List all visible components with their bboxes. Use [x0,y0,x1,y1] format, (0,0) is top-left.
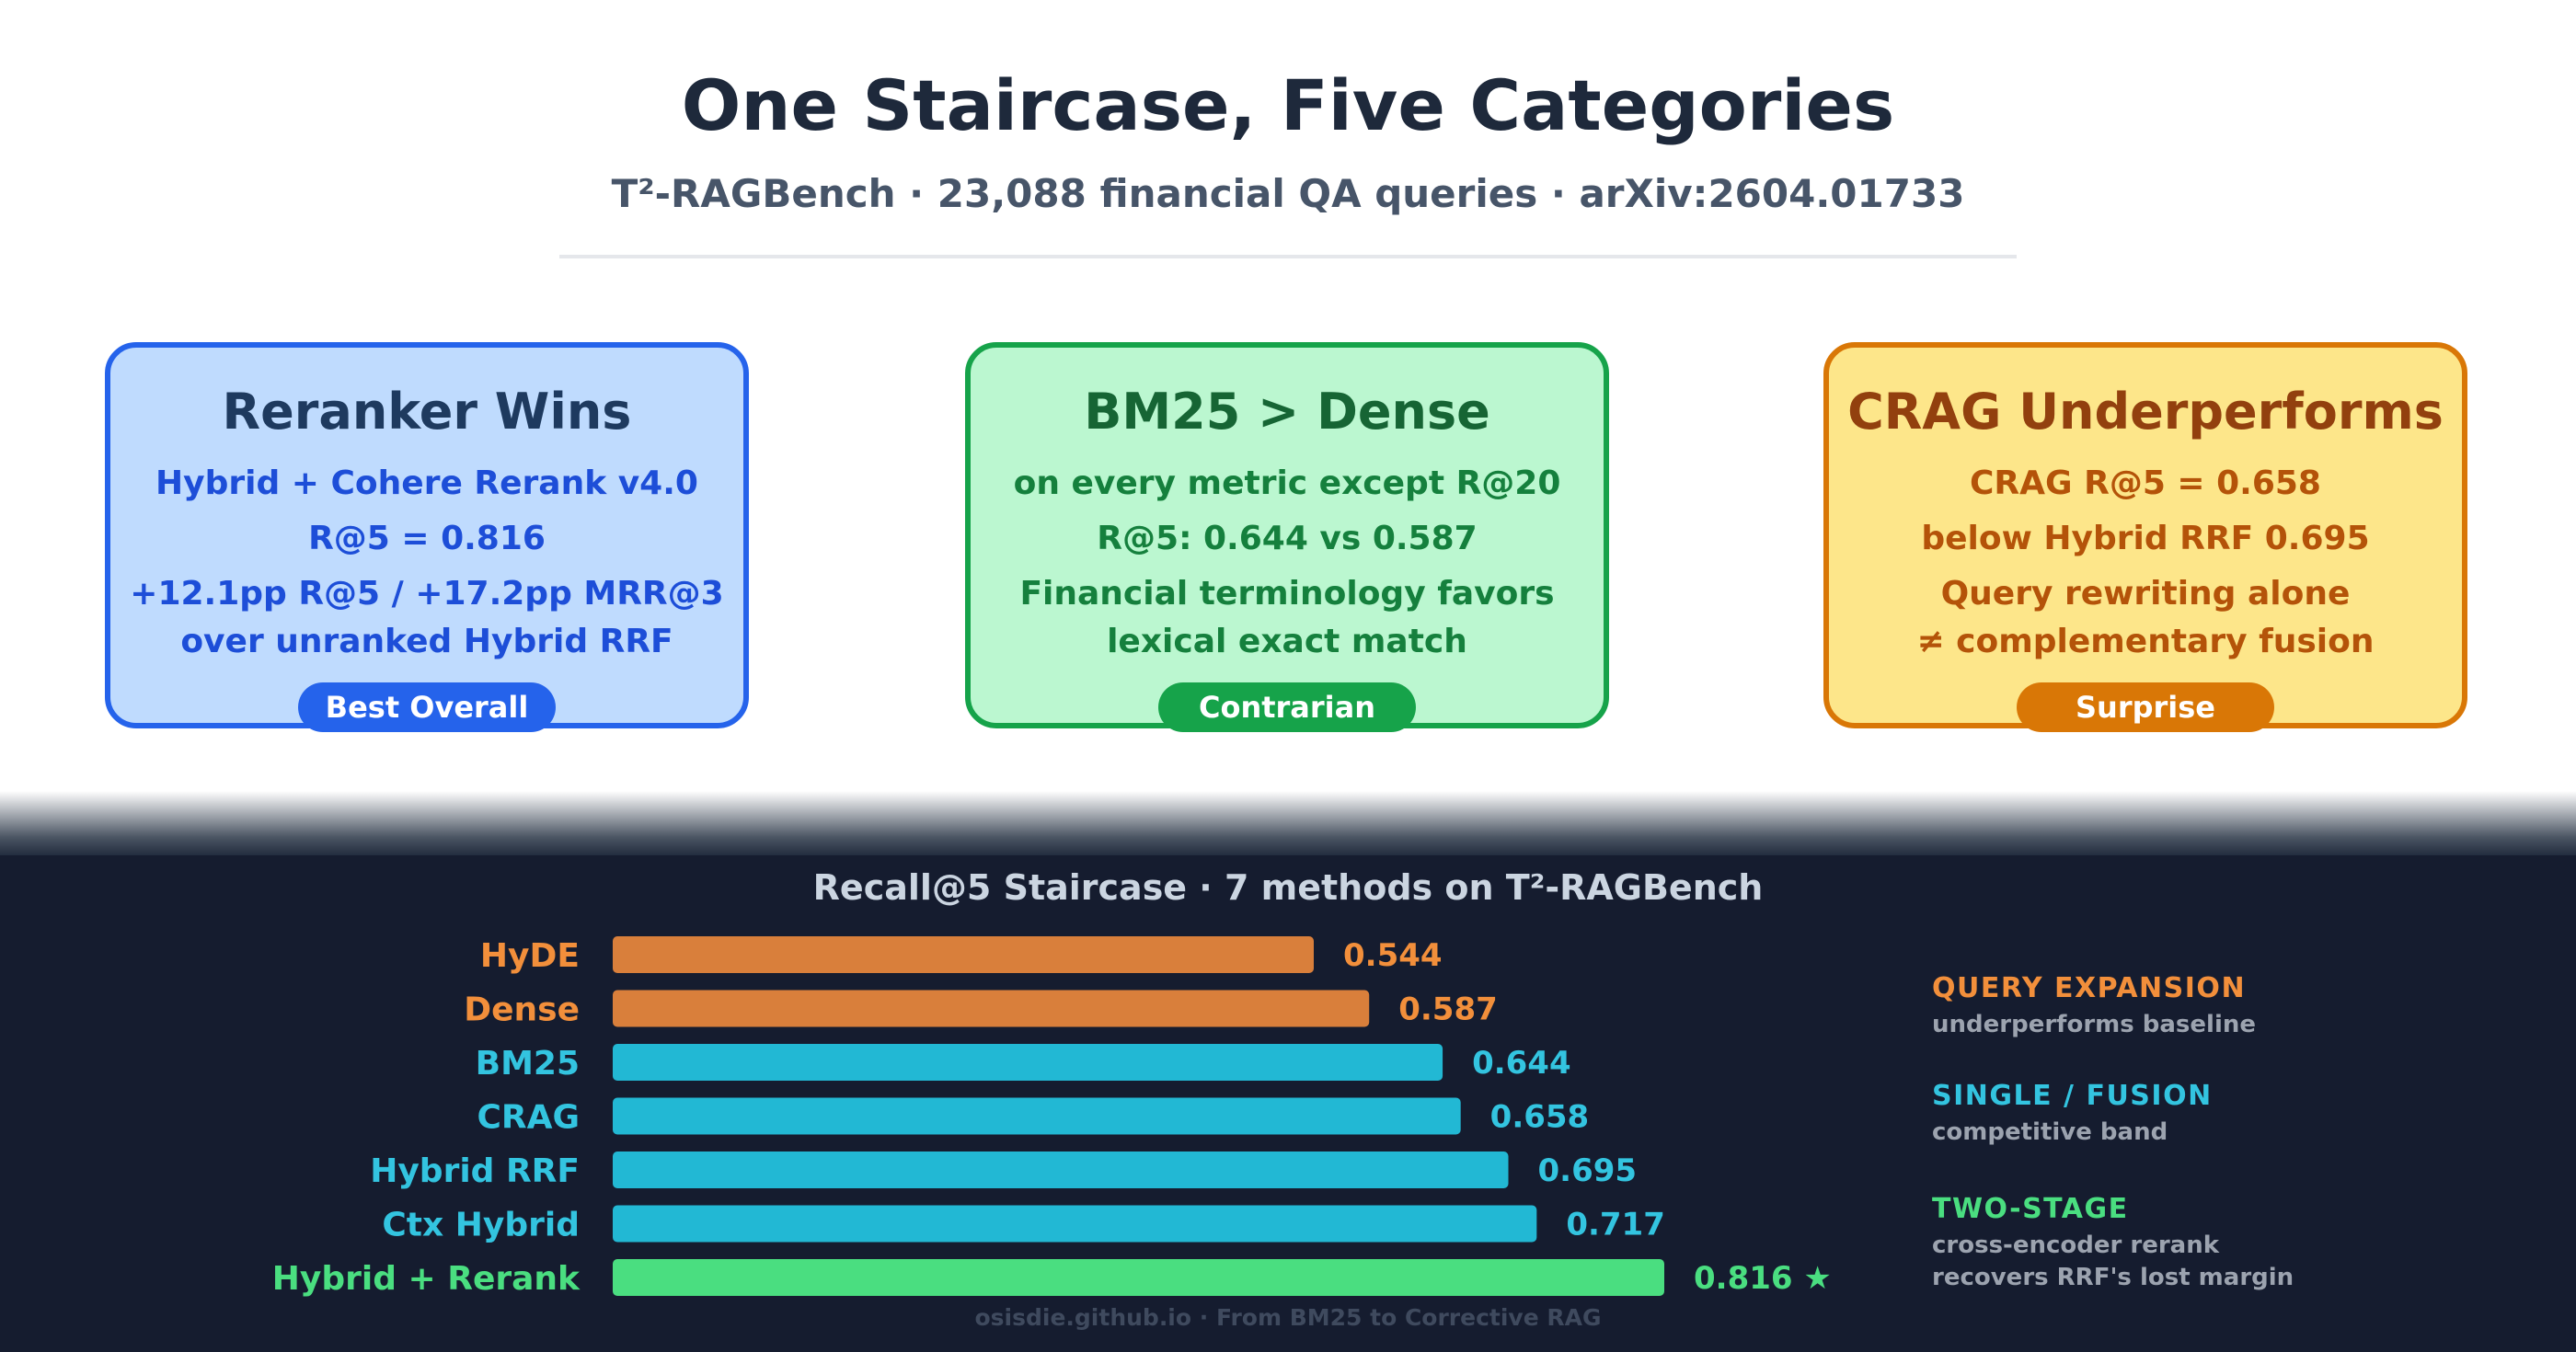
section-fade [0,791,2576,857]
bar [613,1259,1664,1296]
bar [613,1044,1443,1081]
bar-value-label: 0.587 [1398,991,1498,1028]
card-crag-underperforms: CRAG Underperforms CRAG R@5 = 0.658 belo… [1823,342,2467,732]
bar [613,1205,1537,1243]
card-reranker-wins: Reranker Wins Hybrid + Cohere Rerank v4.… [105,342,749,732]
card-title: BM25 > Dense [1084,383,1490,441]
bar-category-label: Ctx Hybrid [382,1207,580,1244]
bar-value-label: 0.816 ★ [1694,1260,1832,1297]
card-line: CRAG R@5 = 0.658 [1970,464,2321,502]
bar-category-label: HyDE [480,937,580,975]
bar-category-label: BM25 [476,1045,580,1083]
footer-credit: osisdie.github.io · From BM25 to Correct… [974,1304,1602,1331]
legend-description: cross-encoder rerank [1932,1232,2220,1259]
card-bm25-vs-dense: BM25 > Dense on every metric except R@20… [965,342,1609,732]
page-subtitle: T²-RAGBench · 23,088 financial QA querie… [611,171,1965,216]
page-title: One Staircase, Five Categories [681,64,1895,146]
card-line: +12.1pp R@5 / +17.2pp MRR@3 [130,575,724,613]
card-line: on every metric except R@20 [1013,464,1561,502]
bar [613,1097,1461,1135]
card-line: Financial terminology favors [1019,575,1555,613]
summary-section: One Staircase, Five Categories T²-RAGBen… [105,64,2467,732]
card-line: R@5 = 0.816 [308,520,546,557]
legend-description: underperforms baseline [1932,1011,2256,1038]
bar-value-label: 0.644 [1472,1045,1571,1082]
header-divider [559,255,2017,258]
bar-value-label: 0.544 [1343,937,1443,974]
card-line: Hybrid + Cohere Rerank v4.0 [155,464,698,502]
card-line: R@5: 0.644 vs 0.587 [1097,520,1478,557]
bar-category-label: CRAG [477,1099,580,1137]
legend-heading: SINGLE / FUSION [1932,1080,2213,1112]
legend-heading: QUERY EXPANSION [1932,972,2246,1004]
contrarian-badge: Contrarian [1158,682,1416,732]
best-overall-badge: Best Overall [298,682,556,732]
card-line: Query rewriting alone [1940,575,2351,613]
chart-section: Recall@5 Staircase · 7 methods on T²-RAG… [0,855,2576,1352]
bar [613,936,1314,973]
card-line: ≠ complementary fusion [1916,623,2375,660]
bar [613,990,1370,1027]
card-line: lexical exact match [1107,623,1467,660]
bar-value-label: 0.717 [1566,1207,1665,1243]
legend-description: competitive band [1932,1118,2168,1146]
legend-heading: TWO-STAGE [1932,1193,2129,1225]
card-line: over unranked Hybrid RRF [180,623,673,660]
legend-description: recovers RRF's lost margin [1932,1264,2294,1291]
card-line: below Hybrid RRF 0.695 [1921,520,2370,557]
surprise-badge: Surprise [2017,682,2274,732]
recall-staircase-chart: Recall@5 Staircase · 7 methods on T²-RAG… [272,867,2294,1298]
bar-category-label: Hybrid RRF [370,1152,580,1190]
bar-value-label: 0.695 [1538,1152,1638,1189]
card-title: CRAG Underperforms [1847,383,2444,441]
card-title: Reranker Wins [222,383,632,441]
chart-title: Recall@5 Staircase · 7 methods on T²-RAG… [813,867,1764,908]
bar-category-label: Dense [464,991,580,1029]
bar-category-label: Hybrid + Rerank [272,1260,581,1298]
bar [613,1151,1509,1188]
bar-value-label: 0.658 [1490,1099,1590,1136]
